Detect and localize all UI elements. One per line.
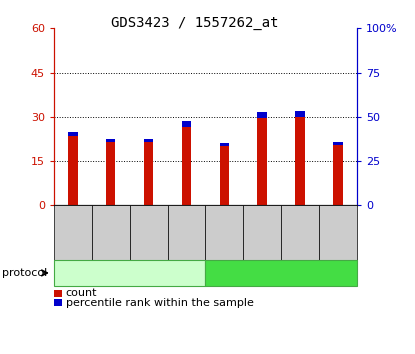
Bar [182, 121, 191, 127]
Text: GSM162962: GSM162962 [182, 206, 191, 259]
Text: GSM162956: GSM162956 [220, 206, 229, 259]
Text: GSM162959: GSM162959 [295, 206, 305, 259]
Bar [295, 111, 305, 117]
Text: GSM162958: GSM162958 [106, 206, 115, 259]
Bar [68, 136, 78, 205]
Text: GSM162954: GSM162954 [68, 206, 77, 259]
Bar [144, 139, 154, 142]
Bar [106, 142, 115, 205]
Text: percentile rank within the sample: percentile rank within the sample [66, 298, 254, 308]
Text: GSM162960: GSM162960 [144, 206, 153, 259]
Bar [106, 139, 115, 142]
Bar [257, 113, 267, 118]
Bar [68, 132, 78, 136]
Text: GSM162957: GSM162957 [258, 206, 267, 259]
Bar [144, 142, 154, 205]
Bar [220, 143, 229, 146]
Bar [257, 118, 267, 205]
Text: count: count [66, 289, 97, 298]
Bar [220, 146, 229, 205]
Bar [333, 145, 343, 205]
Bar [182, 127, 191, 205]
Text: GSM162961: GSM162961 [334, 206, 342, 259]
Text: protocol: protocol [2, 268, 47, 278]
Text: control: control [108, 267, 151, 279]
Text: diet: diet [269, 267, 293, 279]
Bar [333, 142, 343, 145]
Bar [295, 117, 305, 205]
Text: GDS3423 / 1557262_at: GDS3423 / 1557262_at [111, 16, 279, 30]
